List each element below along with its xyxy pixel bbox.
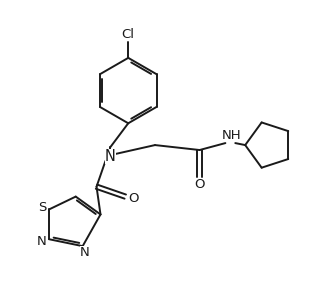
Text: S: S (38, 201, 46, 214)
Text: O: O (194, 178, 205, 191)
Text: O: O (128, 192, 139, 205)
Text: N: N (37, 235, 47, 248)
Text: N: N (105, 149, 116, 164)
Text: N: N (80, 246, 90, 259)
Text: NH: NH (222, 129, 241, 142)
Text: Cl: Cl (122, 27, 135, 41)
